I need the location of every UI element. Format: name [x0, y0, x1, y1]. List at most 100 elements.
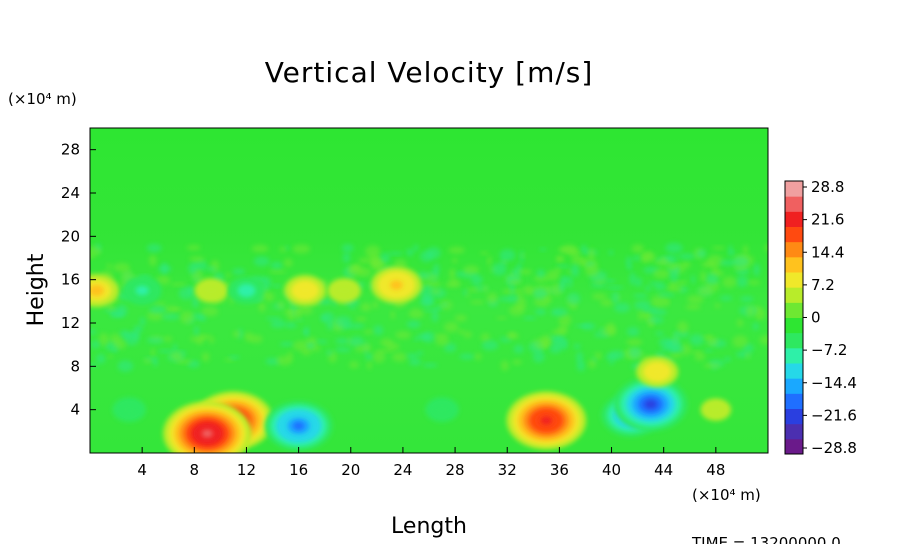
turbulence-cell [292, 340, 309, 351]
turbulence-cell [435, 336, 450, 346]
feature-contour [202, 284, 220, 297]
colorbar-segment [785, 363, 803, 379]
turbulence-cell [416, 351, 424, 356]
y-tick-label: 16 [61, 271, 80, 289]
turbulence-cell [574, 324, 591, 328]
x-tick-label: 48 [706, 461, 725, 479]
turbulence-cell [496, 316, 507, 320]
y-tick-label: 8 [70, 357, 80, 375]
turbulence-cell [91, 340, 101, 349]
turbulence-cell [580, 244, 588, 253]
turbulence-cell [608, 359, 615, 365]
turbulence-cell [95, 353, 106, 364]
colorbar-segment [785, 393, 803, 409]
colorbar-segment [785, 196, 803, 212]
turbulence-cell [368, 254, 380, 266]
turbulence-cell [170, 282, 187, 287]
turbulence-cell [543, 297, 553, 301]
turbulence-cell [179, 311, 194, 324]
time-stamp: TIME = 13200000.0 [691, 534, 841, 544]
colorbar-segment [785, 181, 803, 197]
turbulence-cell [657, 292, 675, 297]
turbulence-cell [454, 314, 467, 322]
turbulence-cell [139, 317, 146, 326]
turbulence-cell [681, 261, 691, 269]
turbulence-cell [680, 343, 692, 356]
turbulence-cell [443, 342, 457, 353]
x-tick-label: 20 [341, 461, 360, 479]
turbulence-cell [601, 326, 617, 337]
turbulence-cell [225, 272, 231, 278]
turbulence-cell [474, 352, 482, 361]
turbulence-cell [326, 350, 333, 356]
turbulence-cell [186, 244, 201, 251]
turbulence-cell [270, 319, 286, 329]
turbulence-cell [746, 305, 755, 317]
turbulence-cell [416, 334, 431, 340]
colorbar-label: −14.4 [811, 374, 857, 392]
turbulence-cell [480, 333, 491, 343]
turbulence-cell [555, 255, 565, 262]
turbulence-cell [687, 295, 704, 304]
x-tick-label: 12 [237, 461, 256, 479]
turbulence-cell [752, 322, 759, 331]
turbulence-cell [510, 282, 515, 295]
feature-contour [135, 285, 149, 296]
turbulence-cell [463, 331, 472, 338]
turbulence-cell [117, 360, 134, 372]
turbulence-cell [753, 263, 760, 277]
colorbar-segment [785, 423, 803, 440]
turbulence-cell [576, 360, 586, 372]
turbulence-cell [175, 359, 193, 364]
turbulence-cell [276, 355, 293, 366]
turbulence-cell [90, 363, 98, 368]
turbulence-cell [585, 264, 599, 277]
turbulence-cell [604, 279, 616, 283]
turbulence-cell [631, 244, 645, 254]
turbulence-cell [451, 257, 458, 264]
turbulence-cell [587, 248, 595, 262]
turbulence-cell [232, 330, 241, 338]
colorbar-segment [785, 332, 803, 349]
turbulence-cell [740, 296, 754, 302]
turbulence-cell [413, 337, 419, 342]
turbulence-cell [443, 321, 459, 333]
turbulence-cell [373, 325, 384, 336]
turbulence-cell [448, 279, 460, 285]
turbulence-cell [573, 343, 581, 349]
turbulence-cell [372, 350, 386, 363]
turbulence-cell [416, 272, 431, 280]
turbulence-cell [546, 270, 560, 281]
turbulence-cell [536, 269, 546, 278]
turbulence-cell [471, 274, 483, 286]
turbulence-cell [372, 300, 379, 309]
turbulence-cell [533, 275, 550, 283]
turbulence-cell [654, 284, 667, 291]
turbulence-cell [673, 280, 688, 285]
turbulence-cell [360, 302, 372, 312]
turbulence-cell [558, 313, 572, 327]
velocity-feature [194, 278, 228, 303]
colorbar-label: −28.8 [811, 439, 857, 457]
x-tick-label: 8 [190, 461, 200, 479]
turbulence-cell [448, 246, 465, 254]
velocity-feature [636, 356, 679, 388]
turbulence-cell [728, 244, 733, 257]
feature-contour [540, 416, 553, 425]
turbulence-cell [539, 247, 547, 252]
turbulence-cell [408, 308, 424, 319]
x-tick-label: 32 [498, 461, 517, 479]
turbulence-cell [198, 334, 213, 340]
turbulence-cell [532, 350, 545, 363]
turbulence-cell [148, 254, 157, 267]
turbulence-cell [678, 253, 696, 260]
colorbar-segment [785, 408, 803, 425]
velocity-feature [122, 276, 162, 305]
turbulence-cell [456, 271, 462, 277]
turbulence-cell [634, 277, 643, 288]
turbulence-cell [305, 326, 310, 338]
y-tick-label: 12 [61, 314, 80, 332]
turbulence-cell [342, 252, 351, 263]
turbulence-cell [638, 309, 643, 321]
turbulence-cell [150, 348, 156, 357]
